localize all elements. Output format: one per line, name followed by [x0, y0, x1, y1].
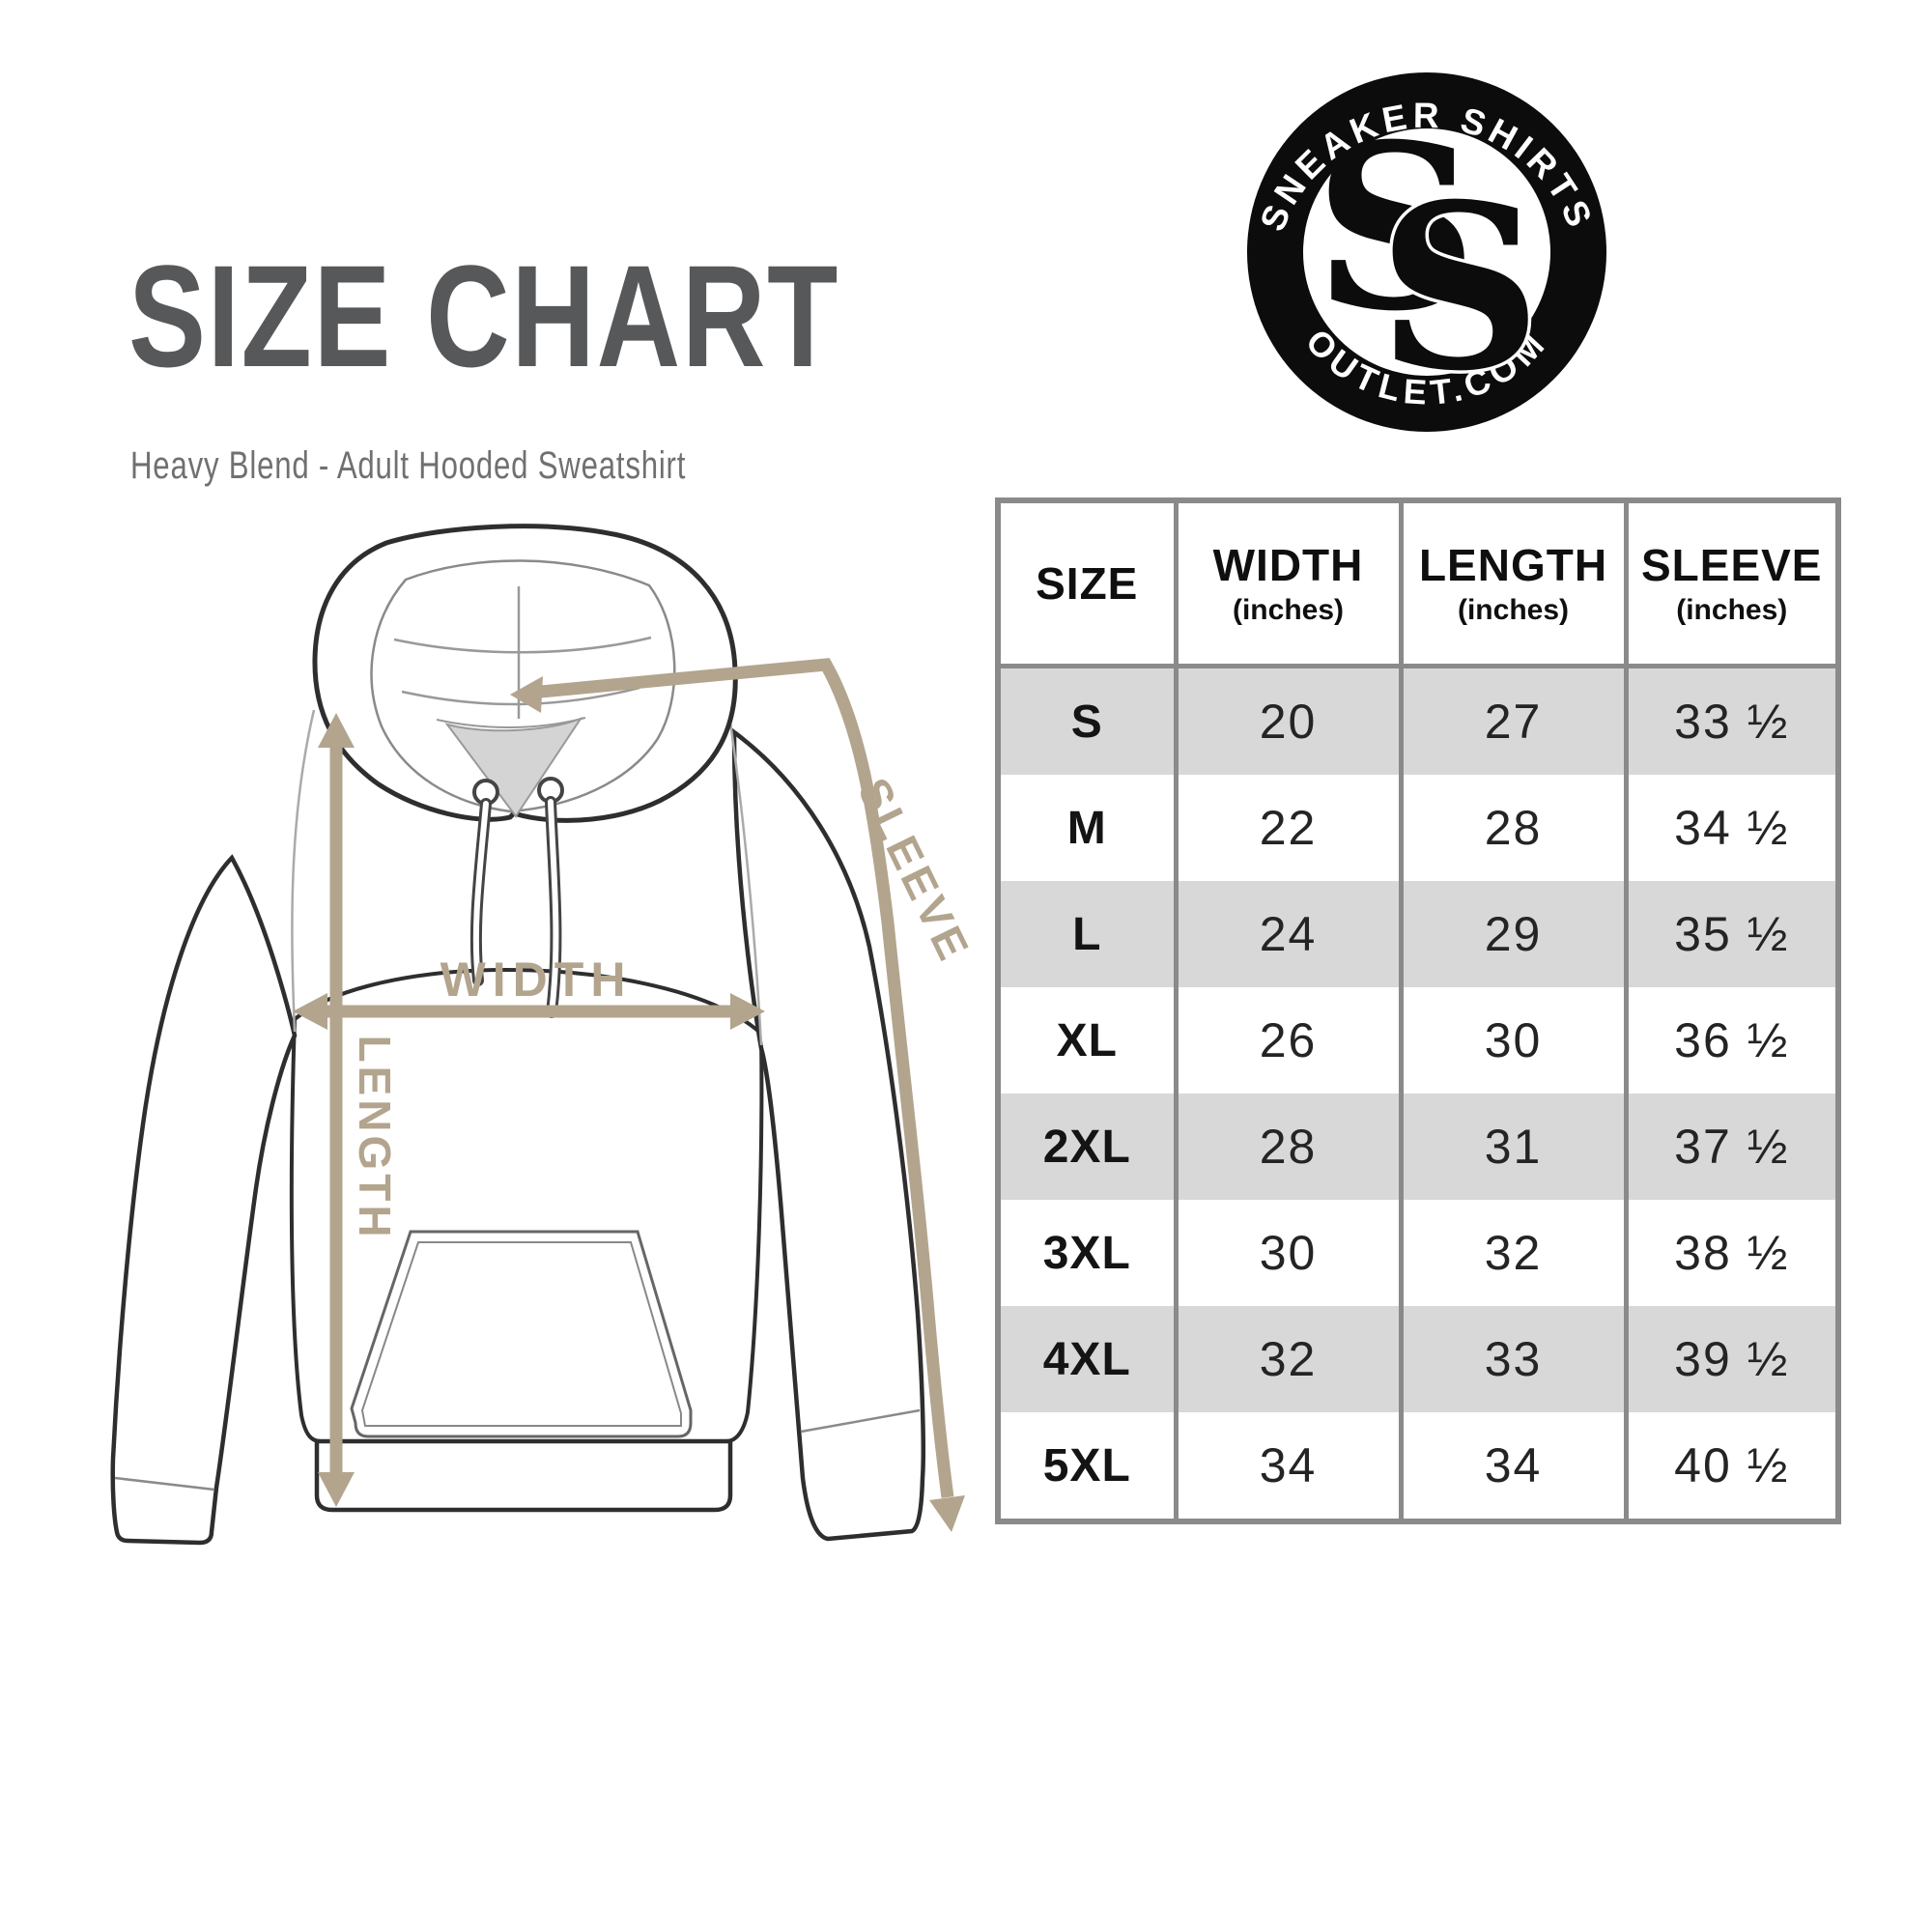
hoodie-pocket-outer [350, 1230, 693, 1438]
header-size: SIZE [998, 500, 1176, 668]
length-cell: 33 [1398, 1306, 1626, 1412]
table-row-l: L 24 29 35 ½ [998, 881, 1838, 987]
length-cell: 29 [1398, 881, 1626, 987]
width-cell: 34 [1173, 1412, 1401, 1521]
size-cell: 5XL [1042, 1439, 1131, 1492]
header-sleeve: SLEEVE (inches) [1623, 500, 1838, 668]
sleeve-cell: 34 ½ [1623, 775, 1838, 881]
table-row-5xl: 5XL 34 34 40 ½ [998, 1412, 1838, 1521]
measurement-arrows [293, 658, 965, 1532]
hoodie-waistband [314, 1438, 733, 1513]
hoodie-measurement-diagram: WIDTH LENGTH SLEEVE [110, 524, 980, 1546]
monogram-letter-s2: S [1378, 155, 1542, 421]
width-cell: 22 [1173, 775, 1401, 881]
page-title: SIZE CHART [128, 235, 839, 397]
sleeve-cell: 38 ½ [1623, 1200, 1838, 1306]
width-label: WIDTH [440, 952, 633, 1007]
size-cell: XL [1056, 1014, 1118, 1066]
hood-neck-triangle [444, 716, 583, 818]
width-cell: 30 [1173, 1200, 1401, 1306]
table-row-xl: XL 26 30 36 ½ [998, 987, 1838, 1094]
table-row-m: M 22 28 34 ½ [998, 775, 1838, 881]
size-cell: L [998, 881, 1176, 987]
sleeve-cell: 40 ½ [1623, 1412, 1838, 1521]
hoodie-left-sleeve [110, 854, 298, 1546]
width-cell: 24 [1173, 881, 1401, 987]
left-drawstring [472, 801, 489, 983]
width-cell: 20 [1173, 666, 1401, 775]
size-cell: 3XL [1042, 1227, 1131, 1279]
sleeve-cell: 36 ½ [1623, 987, 1838, 1094]
length-cell: 31 [1398, 1094, 1626, 1200]
size-table: SIZE WIDTH (inches) LENGTH (inches) SLEE… [995, 497, 1841, 1524]
sleeve-cell: 33 ½ [1623, 666, 1838, 775]
brand-logo: SNEAKER SHIRTS OUTLET.COM S S [1247, 72, 1606, 432]
left-shoulder-seam [291, 709, 316, 1033]
width-arrow-head-right [730, 993, 765, 1030]
length-cell: 32 [1398, 1200, 1626, 1306]
header-width: WIDTH (inches) [1173, 500, 1401, 668]
right-drawstring [548, 799, 559, 1015]
length-cell: 28 [1398, 775, 1626, 881]
table-row-s: S 20 27 33 ½ [998, 666, 1838, 775]
hoodie-right-sleeve [731, 727, 926, 1542]
table-row-3xl: 3XL 30 32 38 ½ [998, 1200, 1838, 1306]
width-cell: 26 [1173, 987, 1401, 1094]
header-length: LENGTH (inches) [1398, 500, 1626, 668]
sleeve-arrow-head-start [510, 676, 543, 713]
sleeve-cell: 37 ½ [1623, 1094, 1838, 1200]
page-subtitle: Heavy Blend - Adult Hooded Sweatshirt [130, 444, 687, 487]
hoodie-pocket-inner [360, 1241, 682, 1427]
length-arrow-head-top [318, 713, 355, 748]
table-row-2xl: 2XL 28 31 37 ½ [998, 1094, 1838, 1200]
size-table-header: SIZE WIDTH (inches) LENGTH (inches) SLEE… [998, 500, 1838, 668]
right-cuff-seam [800, 1408, 921, 1434]
width-cell: 32 [1173, 1306, 1401, 1412]
sleeve-arrow-shaft [540, 658, 954, 1498]
logo-inner-disc [1303, 128, 1550, 376]
length-label: LENGTH [350, 1035, 400, 1240]
size-cell: S [998, 666, 1176, 775]
hood-opening-line [370, 559, 676, 813]
sleeve-arrow-head-end [929, 1495, 965, 1532]
left-cuff-seam [114, 1476, 215, 1492]
logo-ss-monogram-icon: S S [1314, 95, 1545, 425]
table-row-4xl: 4XL 32 33 39 ½ [998, 1306, 1838, 1412]
length-cell: 30 [1398, 987, 1626, 1094]
size-cell: 2XL [998, 1094, 1176, 1200]
width-cell: 28 [1173, 1094, 1401, 1200]
length-arrow-head-bottom [318, 1472, 355, 1507]
hood-seam-1 [393, 636, 652, 654]
width-arrow-head-left [293, 993, 327, 1030]
size-cell: 4XL [998, 1306, 1176, 1412]
length-cell: 27 [1398, 666, 1626, 775]
size-cell: M [1066, 802, 1107, 854]
hoodie-hood-outline [312, 524, 738, 823]
length-cell: 34 [1398, 1412, 1626, 1521]
sleeve-cell: 35 ½ [1623, 881, 1838, 987]
monogram-letter-s1: S [1314, 95, 1478, 361]
right-shoulder-seam [724, 695, 763, 1046]
sleeve-cell: 39 ½ [1623, 1306, 1838, 1412]
